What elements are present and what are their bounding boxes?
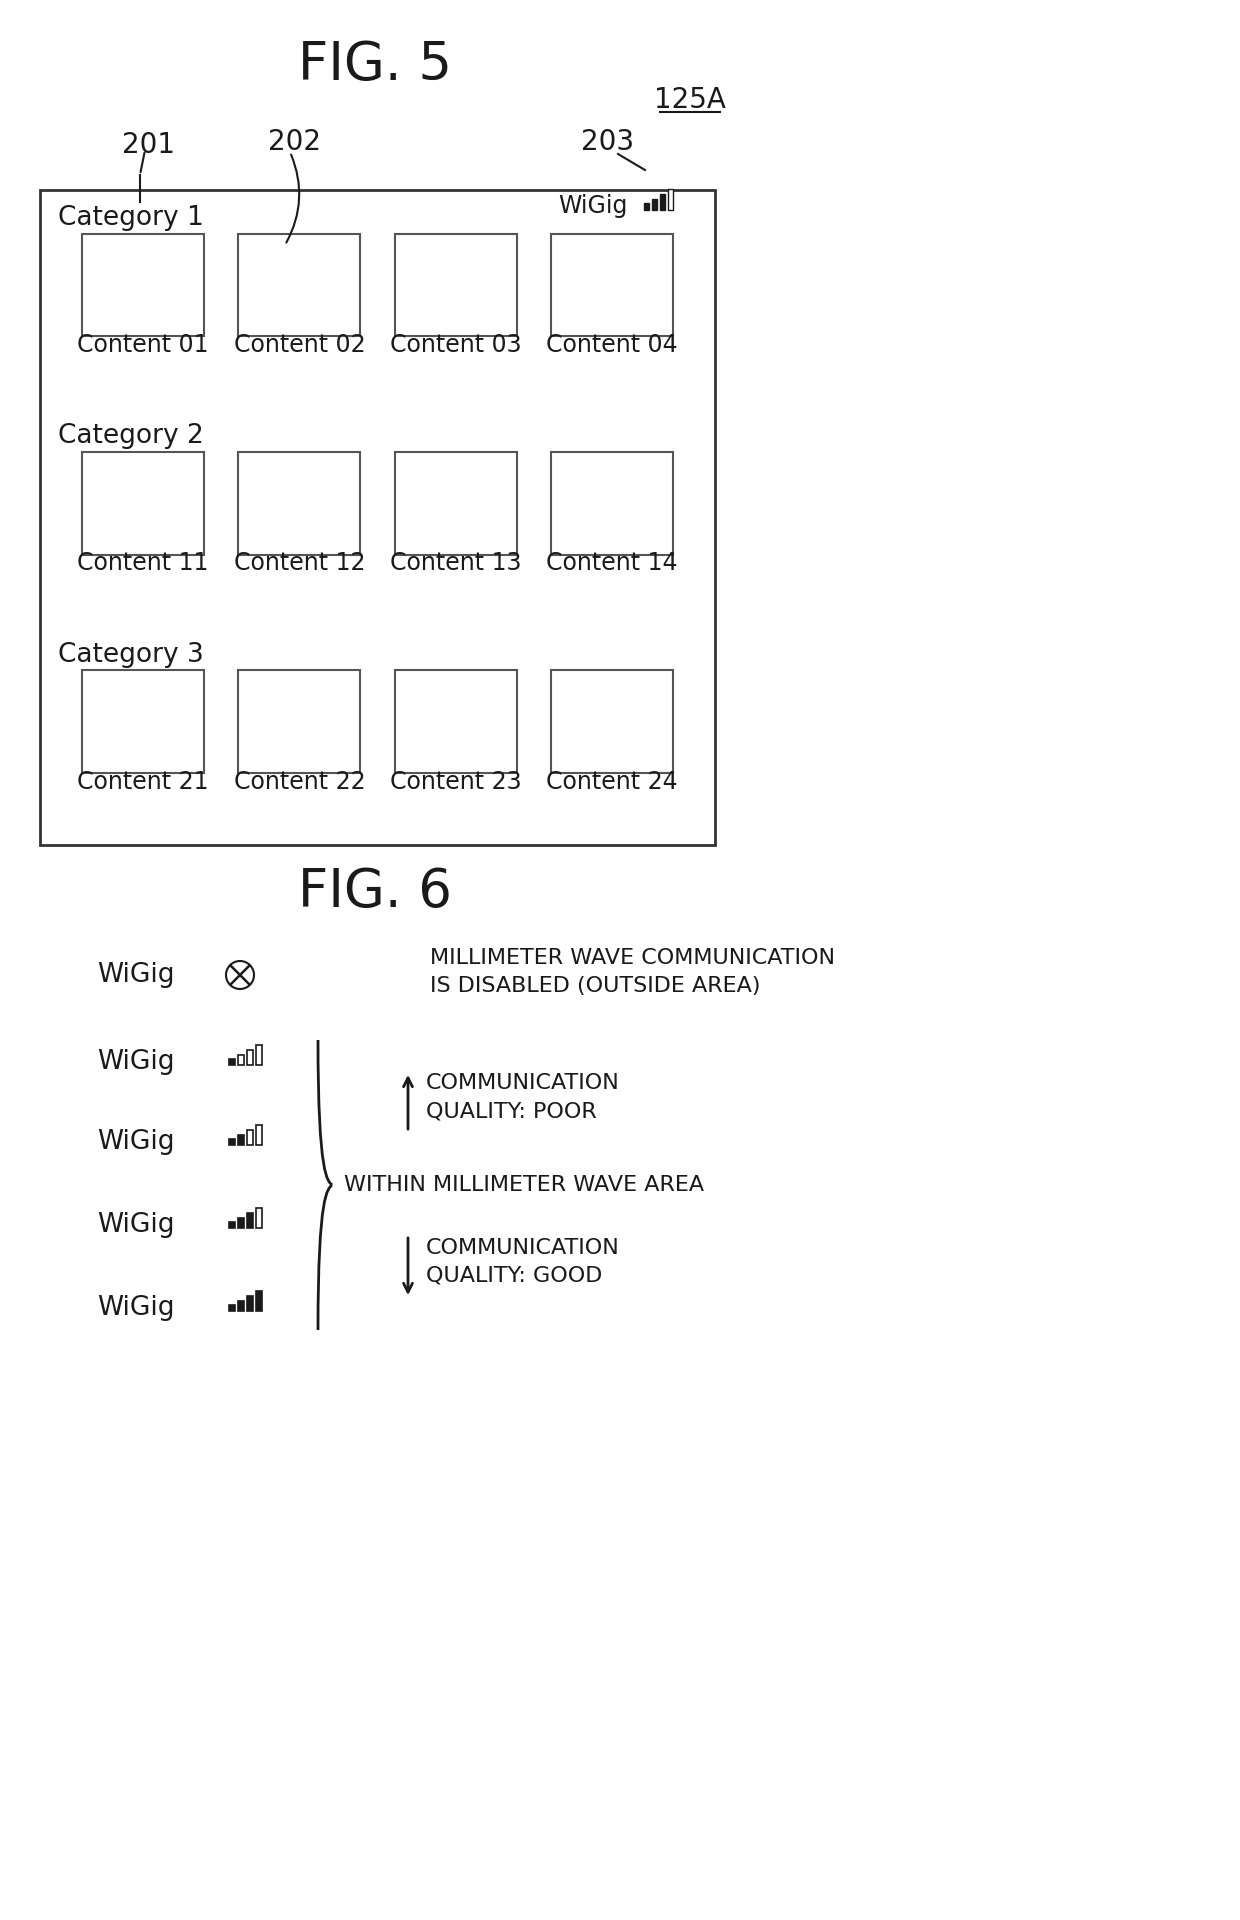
Text: WiGig: WiGig (98, 1129, 175, 1156)
Text: Content 12: Content 12 (233, 551, 365, 576)
Text: Content 04: Content 04 (546, 332, 678, 357)
Bar (238, 234, 361, 336)
Bar (255, 1044, 262, 1066)
Bar (229, 1139, 236, 1144)
Text: 125A: 125A (653, 86, 725, 113)
Text: WiGig: WiGig (98, 1048, 175, 1075)
Text: WiGig: WiGig (98, 1212, 175, 1238)
Bar (82, 670, 205, 774)
Bar (551, 234, 673, 336)
Bar (238, 1054, 244, 1066)
Bar (551, 451, 673, 555)
Text: Content 02: Content 02 (233, 332, 366, 357)
Text: Content 21: Content 21 (77, 770, 208, 793)
Text: Content 14: Content 14 (546, 551, 677, 576)
Bar (394, 451, 517, 555)
Bar (247, 1131, 253, 1144)
Text: Category 1: Category 1 (58, 205, 203, 230)
Bar (255, 1290, 262, 1311)
Text: Content 23: Content 23 (389, 770, 522, 793)
Text: Category 2: Category 2 (58, 422, 203, 449)
Text: 203: 203 (582, 129, 635, 156)
Bar (660, 194, 665, 209)
Bar (651, 198, 656, 209)
Bar (667, 188, 672, 209)
Bar (82, 451, 205, 555)
Bar (255, 1208, 262, 1229)
Text: Content 13: Content 13 (389, 551, 521, 576)
Bar (644, 202, 649, 209)
Bar (229, 1306, 236, 1311)
Text: Content 01: Content 01 (77, 332, 208, 357)
Circle shape (226, 962, 254, 989)
Bar (238, 451, 361, 555)
Bar (238, 1135, 244, 1144)
Text: 202: 202 (269, 129, 321, 156)
Text: Content 24: Content 24 (546, 770, 678, 793)
Bar (82, 234, 205, 336)
Bar (40, 190, 715, 845)
Text: Content 03: Content 03 (389, 332, 522, 357)
Text: MILLIMETER WAVE COMMUNICATION
IS DISABLED (OUTSIDE AREA): MILLIMETER WAVE COMMUNICATION IS DISABLE… (430, 948, 835, 996)
Bar (551, 670, 673, 774)
Bar (229, 1060, 236, 1066)
Text: Content 11: Content 11 (77, 551, 208, 576)
Bar (229, 1221, 236, 1229)
Bar (238, 1302, 244, 1311)
Bar (394, 670, 517, 774)
Text: 201: 201 (122, 131, 175, 159)
Bar (238, 670, 361, 774)
Bar (238, 1217, 244, 1229)
Text: Category 3: Category 3 (58, 641, 203, 668)
Text: FIG. 5: FIG. 5 (298, 38, 453, 90)
Text: WiGig: WiGig (98, 1294, 175, 1321)
Bar (247, 1050, 253, 1066)
Text: Content 22: Content 22 (233, 770, 366, 793)
Text: FIG. 6: FIG. 6 (298, 866, 453, 918)
Bar (247, 1213, 253, 1229)
Text: COMMUNICATION
QUALITY: GOOD: COMMUNICATION QUALITY: GOOD (427, 1238, 620, 1286)
Text: WITHIN MILLIMETER WAVE AREA: WITHIN MILLIMETER WAVE AREA (343, 1175, 704, 1194)
Bar (247, 1296, 253, 1311)
Bar (255, 1125, 262, 1144)
Text: COMMUNICATION
QUALITY: POOR: COMMUNICATION QUALITY: POOR (427, 1073, 620, 1121)
Text: WiGig: WiGig (98, 962, 175, 989)
Text: WiGig: WiGig (559, 194, 627, 219)
Bar (394, 234, 517, 336)
